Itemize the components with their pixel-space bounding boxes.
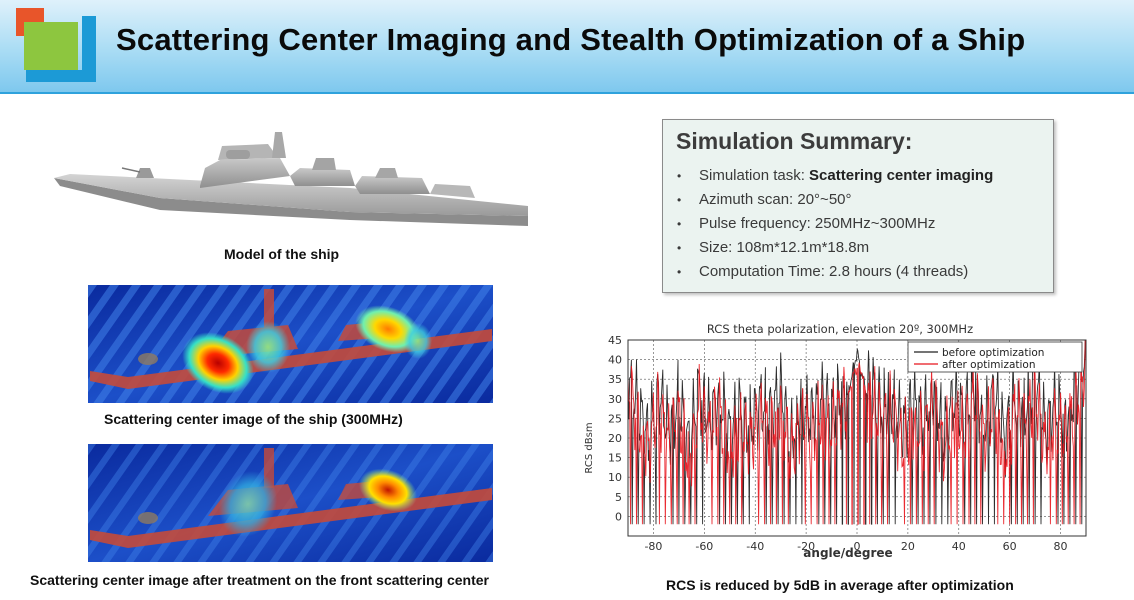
scattering-center-image-after-treatment — [88, 444, 493, 562]
y-tick-label: 40 — [608, 354, 622, 367]
y-tick-label: 15 — [608, 452, 622, 465]
x-tick-label: 20 — [901, 540, 915, 553]
y-tick-label: 25 — [608, 412, 622, 425]
simulation-summary-panel: Simulation Summary: • Simulation task: Sc… — [662, 119, 1054, 293]
x-tick-label: -60 — [695, 540, 713, 553]
bullet-icon: • — [677, 169, 682, 183]
chart-series — [627, 339, 1087, 525]
summary-item-task: • Simulation task: Scattering center imag… — [677, 166, 993, 190]
image1-caption: Scattering center image of the ship (300… — [104, 411, 403, 427]
legend-label: after optimization — [942, 359, 1036, 371]
image2-caption: Scattering center image after treatment … — [30, 572, 489, 588]
series-line-after — [627, 340, 1087, 525]
y-tick-label: 45 — [608, 334, 622, 347]
x-tick-label: 40 — [952, 540, 966, 553]
ship-model-image — [54, 132, 528, 226]
summary-item-time: • Computation Time: 2.8 hours (4 threads) — [677, 262, 993, 286]
scattering-center-image-300mhz — [88, 285, 493, 403]
summary-item-label: Computation Time: 2.8 hours (4 threads) — [699, 263, 969, 280]
summary-list: • Simulation task: Scattering center imag… — [677, 166, 993, 286]
x-tick-label: 80 — [1054, 540, 1068, 553]
summary-item-label: Azimuth scan: 20°~50° — [699, 191, 852, 208]
x-tick-label: -40 — [746, 540, 764, 553]
header-banner: Scattering Center Imaging and Stealth Op… — [0, 0, 1134, 94]
x-tick-label: -20 — [797, 540, 815, 553]
chart-title: RCS theta polarization, elevation 20º, 3… — [707, 322, 973, 336]
summary-item-label: Simulation task: — [699, 167, 810, 184]
summary-item-label: Pulse frequency: 250MHz~300MHz — [699, 215, 936, 232]
company-logo — [16, 8, 98, 82]
rcs-caption: RCS is reduced by 5dB in average after o… — [666, 577, 1014, 593]
plot-frame — [627, 339, 1087, 537]
bullet-icon: • — [677, 193, 682, 207]
summary-heading: Simulation Summary: — [676, 128, 913, 154]
chart-x-axis-label: angle/degree — [803, 546, 892, 560]
summary-item-azimuth: • Azimuth scan: 20°~50° — [677, 190, 993, 214]
logo-bar-blue-horizontal — [26, 70, 96, 82]
x-tick-label: 0 — [854, 540, 861, 553]
page-title: Scattering Center Imaging and Stealth Op… — [116, 22, 1026, 57]
y-tick-label: 10 — [608, 471, 622, 484]
logo-square-green — [24, 22, 78, 70]
summary-item-size: • Size: 108m*12.1m*18.8m — [677, 238, 993, 262]
chart-ticks: 0 5 10 15 20 25 30 35 40 45 -80 -60 -40 -20 0 20 40 60 80 — [608, 334, 1068, 553]
legend-label: before optimization — [942, 347, 1044, 359]
legend-box — [907, 341, 1083, 373]
bullet-icon: • — [677, 217, 682, 231]
bullet-icon: • — [677, 241, 682, 255]
rcs-chart: RCS theta polarization, elevation 20º, 3… — [578, 318, 1090, 574]
summary-item-label: Size: 108m*12.1m*18.8m — [699, 239, 870, 256]
y-tick-label: 20 — [608, 432, 622, 445]
chart-y-axis-label: RCS dBsm — [584, 422, 595, 473]
y-tick-label: 30 — [608, 393, 622, 406]
y-tick-label: 5 — [615, 491, 622, 504]
y-tick-label: 35 — [608, 373, 622, 386]
x-tick-label: 60 — [1003, 540, 1017, 553]
summary-item-frequency: • Pulse frequency: 250MHz~300MHz — [677, 214, 993, 238]
summary-item-value: Scattering center imaging — [809, 167, 994, 184]
y-tick-label: 0 — [615, 510, 622, 523]
x-tick-label: -80 — [644, 540, 662, 553]
model-caption: Model of the ship — [224, 246, 340, 262]
logo-bar-blue-vertical — [82, 16, 96, 82]
bullet-icon: • — [677, 265, 682, 279]
